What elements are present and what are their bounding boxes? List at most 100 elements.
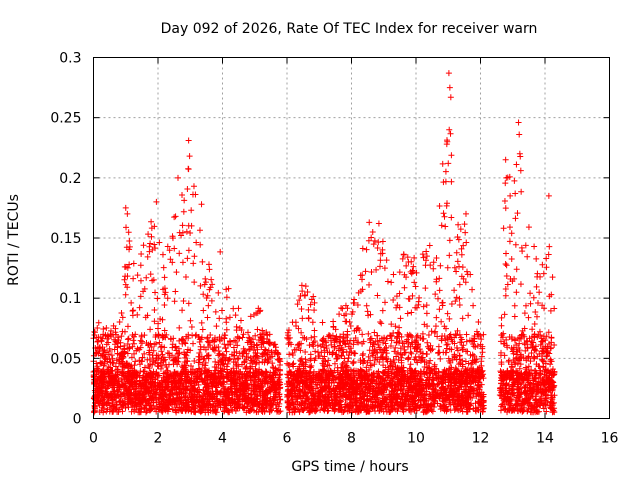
data-point <box>383 257 390 264</box>
data-point <box>401 284 408 291</box>
data-point <box>311 333 318 340</box>
data-point <box>148 343 155 350</box>
data-point <box>131 369 138 376</box>
data-point <box>406 296 413 303</box>
data-point <box>100 409 107 416</box>
data-point <box>423 351 430 358</box>
data-point <box>153 389 160 396</box>
data-point <box>360 350 367 357</box>
data-point <box>314 342 321 349</box>
data-point <box>194 388 201 395</box>
data-point <box>319 319 326 326</box>
data-point <box>277 396 284 403</box>
data-point <box>152 333 159 340</box>
data-point <box>176 250 183 257</box>
data-point <box>164 295 171 302</box>
data-point <box>347 322 354 329</box>
data-point <box>371 237 378 244</box>
data-point <box>189 332 196 339</box>
data-point <box>248 343 255 350</box>
data-point <box>463 239 470 246</box>
data-point <box>331 360 338 367</box>
data-point <box>439 333 446 340</box>
data-point <box>378 320 385 327</box>
data-point <box>188 323 195 330</box>
data-point <box>268 349 275 356</box>
data-point <box>167 387 174 394</box>
data-point <box>197 241 204 248</box>
data-point <box>173 269 180 276</box>
data-point <box>464 268 471 275</box>
data-point <box>448 178 455 185</box>
data-point <box>148 233 155 240</box>
data-point <box>457 226 464 233</box>
data-point <box>461 221 468 228</box>
data-point <box>198 336 205 343</box>
data-point <box>122 291 129 298</box>
data-point <box>107 331 114 338</box>
data-point <box>229 407 236 414</box>
data-point <box>184 255 191 262</box>
data-point <box>247 345 254 352</box>
data-point <box>151 241 158 248</box>
data-point <box>451 287 458 294</box>
data-point <box>266 408 273 415</box>
data-point <box>180 297 187 304</box>
data-point <box>138 358 145 365</box>
data-point <box>439 299 446 306</box>
data-point <box>366 281 373 288</box>
data-point <box>226 314 233 321</box>
data-point <box>184 358 191 365</box>
data-point <box>147 326 154 333</box>
data-point <box>172 213 179 220</box>
data-point <box>427 262 434 269</box>
data-point <box>359 276 366 283</box>
data-point <box>212 308 219 315</box>
data-point <box>259 335 266 342</box>
data-point <box>179 191 186 198</box>
data-point <box>100 351 107 358</box>
data-point <box>444 264 451 271</box>
data-point <box>175 355 182 362</box>
data-point <box>245 390 252 397</box>
data-point <box>377 257 384 264</box>
data-point <box>305 306 312 313</box>
data-point <box>411 279 418 286</box>
data-point <box>396 324 403 331</box>
scatter-points <box>90 70 558 416</box>
data-point <box>171 245 178 252</box>
data-point <box>446 315 453 322</box>
data-point <box>161 285 168 292</box>
data-point <box>430 259 437 266</box>
data-point <box>433 314 440 321</box>
data-point <box>462 229 469 236</box>
data-point <box>187 317 194 324</box>
data-point <box>137 277 144 284</box>
data-point <box>190 340 197 347</box>
data-point <box>252 332 259 339</box>
data-point <box>201 365 208 372</box>
data-point <box>436 275 443 282</box>
data-point <box>153 408 160 415</box>
data-point <box>113 357 120 364</box>
data-point <box>453 268 460 275</box>
data-point <box>211 344 218 351</box>
data-point <box>93 365 100 372</box>
data-point <box>221 341 228 348</box>
data-point <box>256 359 263 366</box>
data-point <box>126 261 133 268</box>
data-point <box>158 348 165 355</box>
data-point <box>179 222 186 229</box>
data-point <box>164 408 171 415</box>
data-point <box>420 303 427 310</box>
data-point <box>345 354 352 361</box>
data-point <box>405 355 412 362</box>
data-point <box>423 302 430 309</box>
data-point <box>178 389 185 396</box>
data-point <box>183 362 190 369</box>
data-point <box>159 386 166 393</box>
data-point <box>438 318 445 325</box>
data-point <box>184 186 191 193</box>
data-point <box>176 324 183 331</box>
